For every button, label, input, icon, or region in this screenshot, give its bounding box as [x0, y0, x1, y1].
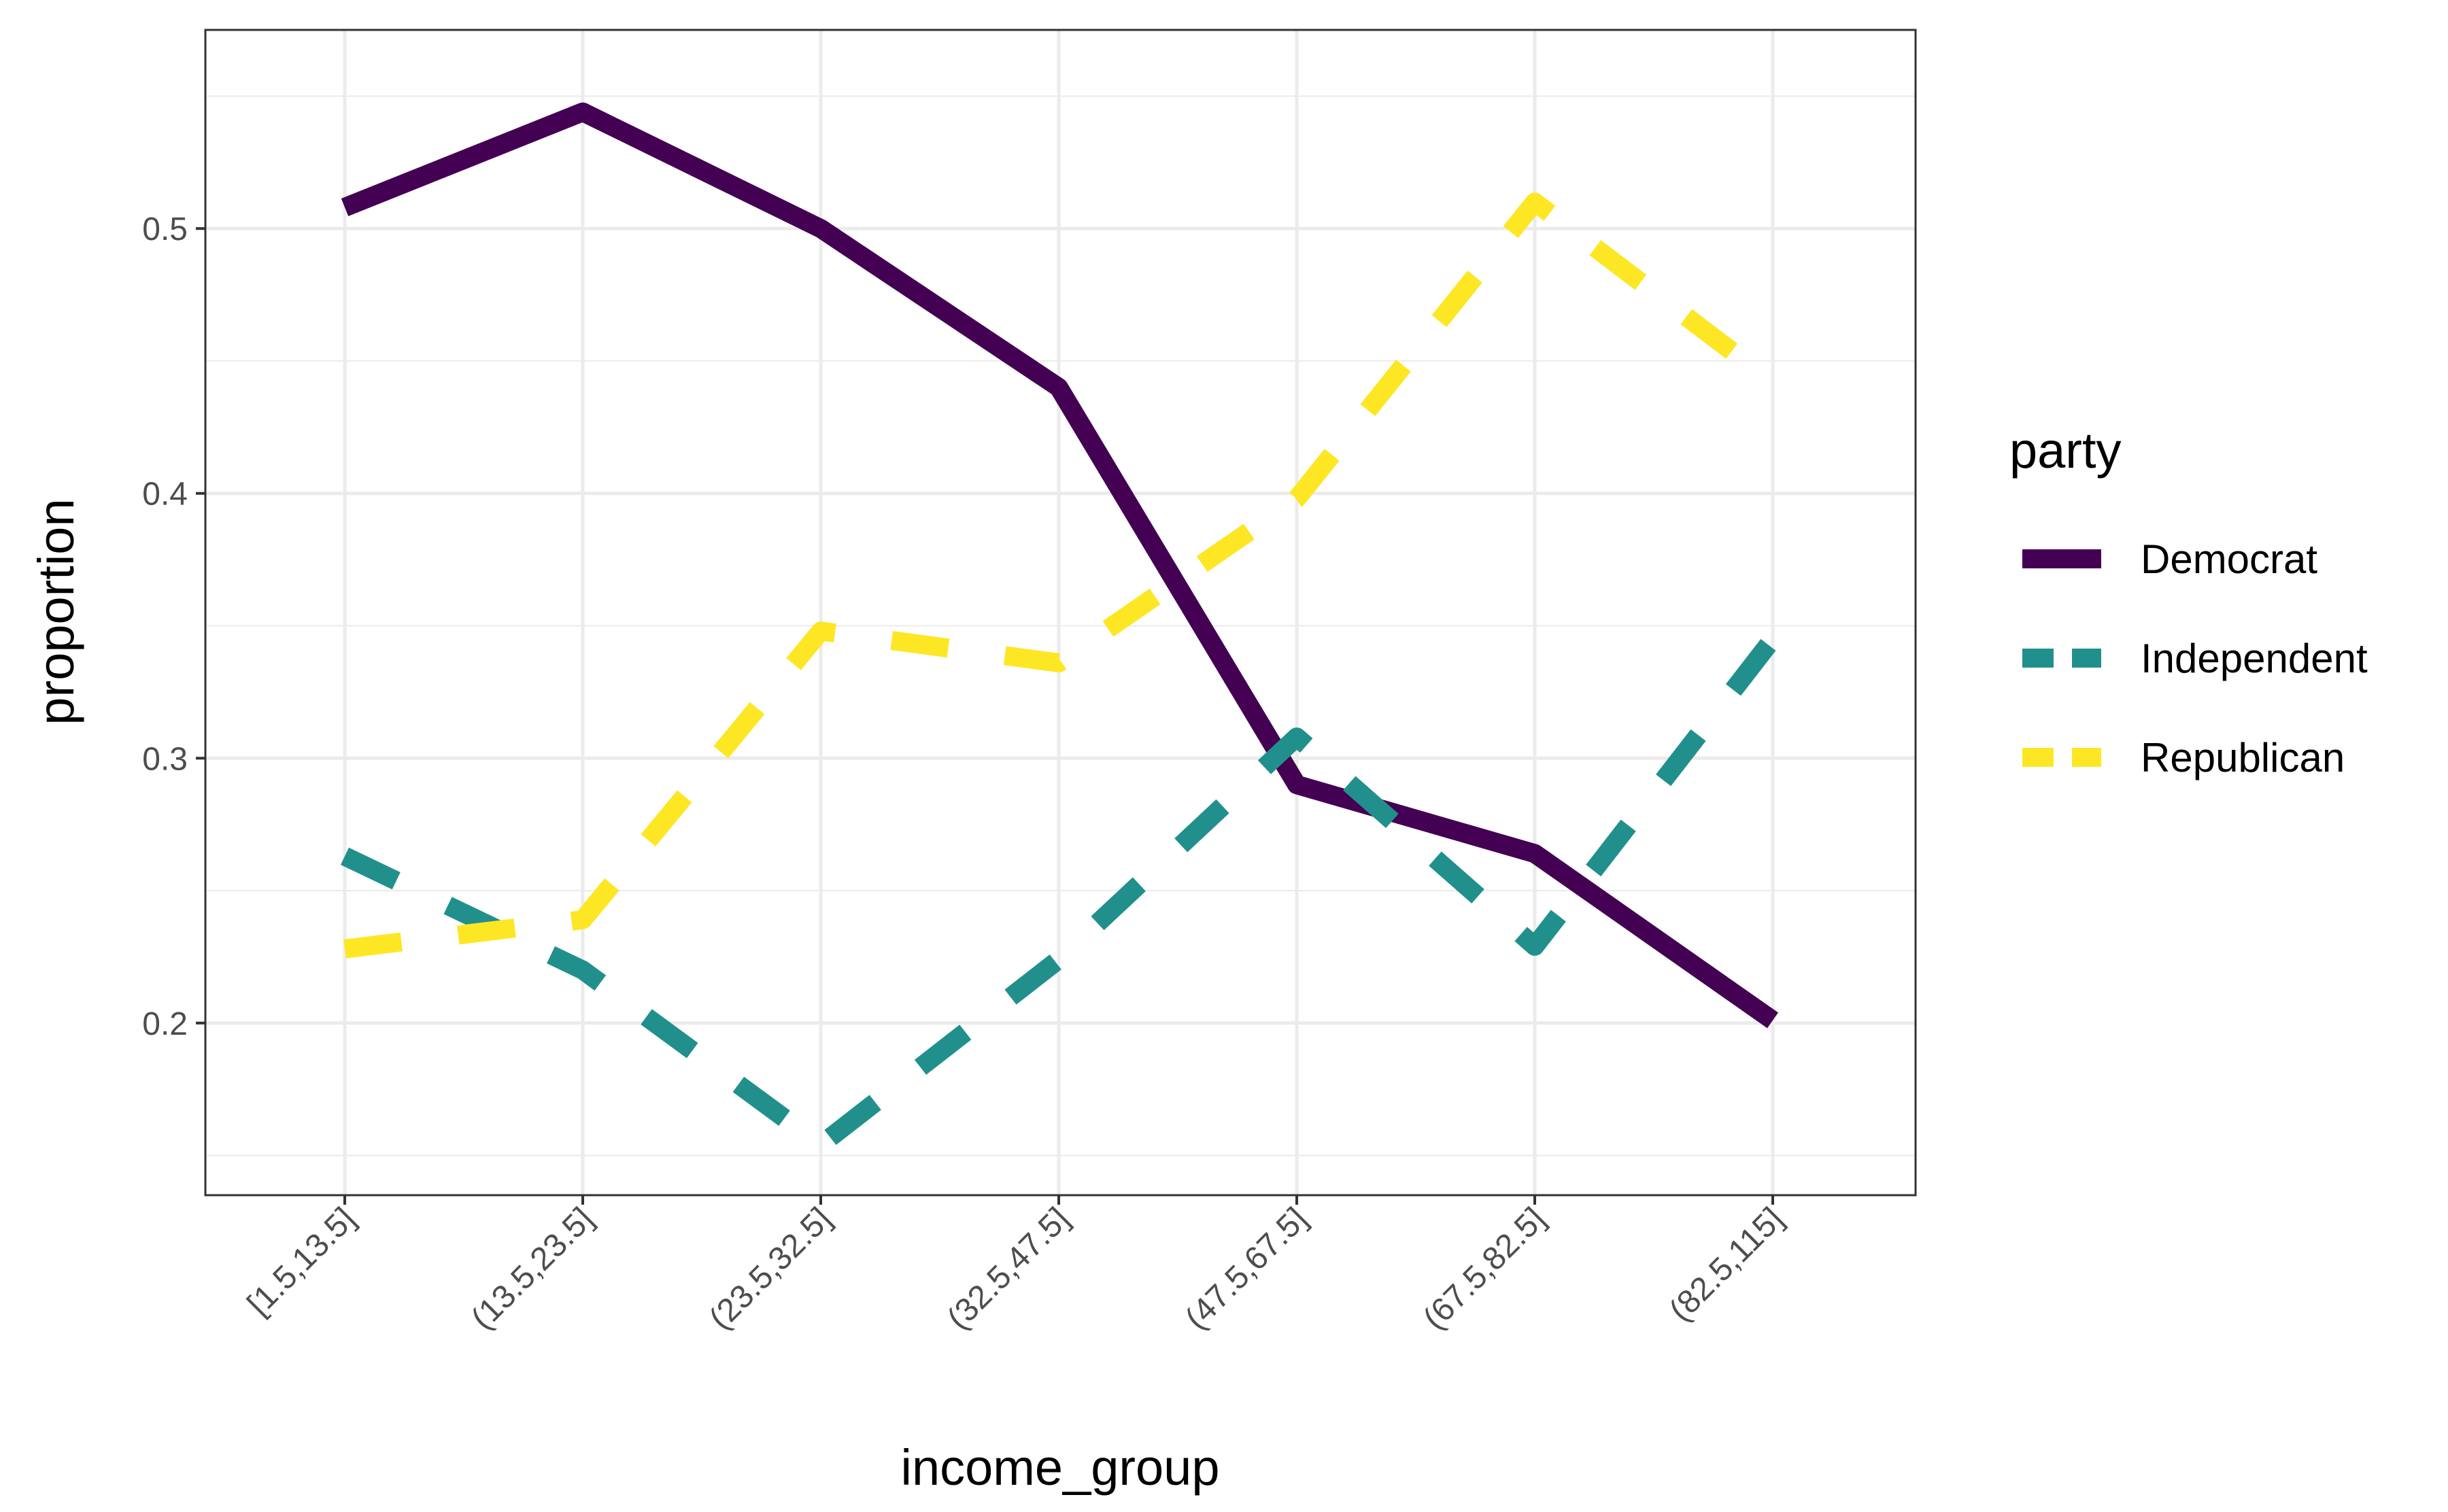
series-line-republican: [343, 192, 1779, 959]
legend-label-independent: Independent: [2141, 636, 2368, 681]
grid: [205, 30, 1916, 1195]
legend-items: Democrat Independent Republican: [2022, 536, 2368, 780]
legend-title: party: [2009, 422, 2122, 479]
y-tick-label: 0.4: [142, 477, 188, 513]
legend: party Democrat Independent Republican: [2009, 422, 2368, 780]
y-axis-title: proportion: [28, 498, 84, 725]
legend-label-democrat: Democrat: [2141, 536, 2317, 582]
y-tick-label: 0.5: [142, 211, 188, 247]
plot-panel-border: [204, 29, 1917, 1197]
x-axis-title: income_group: [901, 1439, 1220, 1496]
series-lines: [340, 102, 1781, 1154]
legend-label-republican: Republican: [2141, 735, 2345, 780]
y-tick-label: 0.3: [142, 741, 188, 777]
y-tick-label: 0.2: [142, 1006, 188, 1042]
series-line-democrat: [341, 102, 1779, 1029]
series-line-independent: [340, 633, 1781, 1154]
